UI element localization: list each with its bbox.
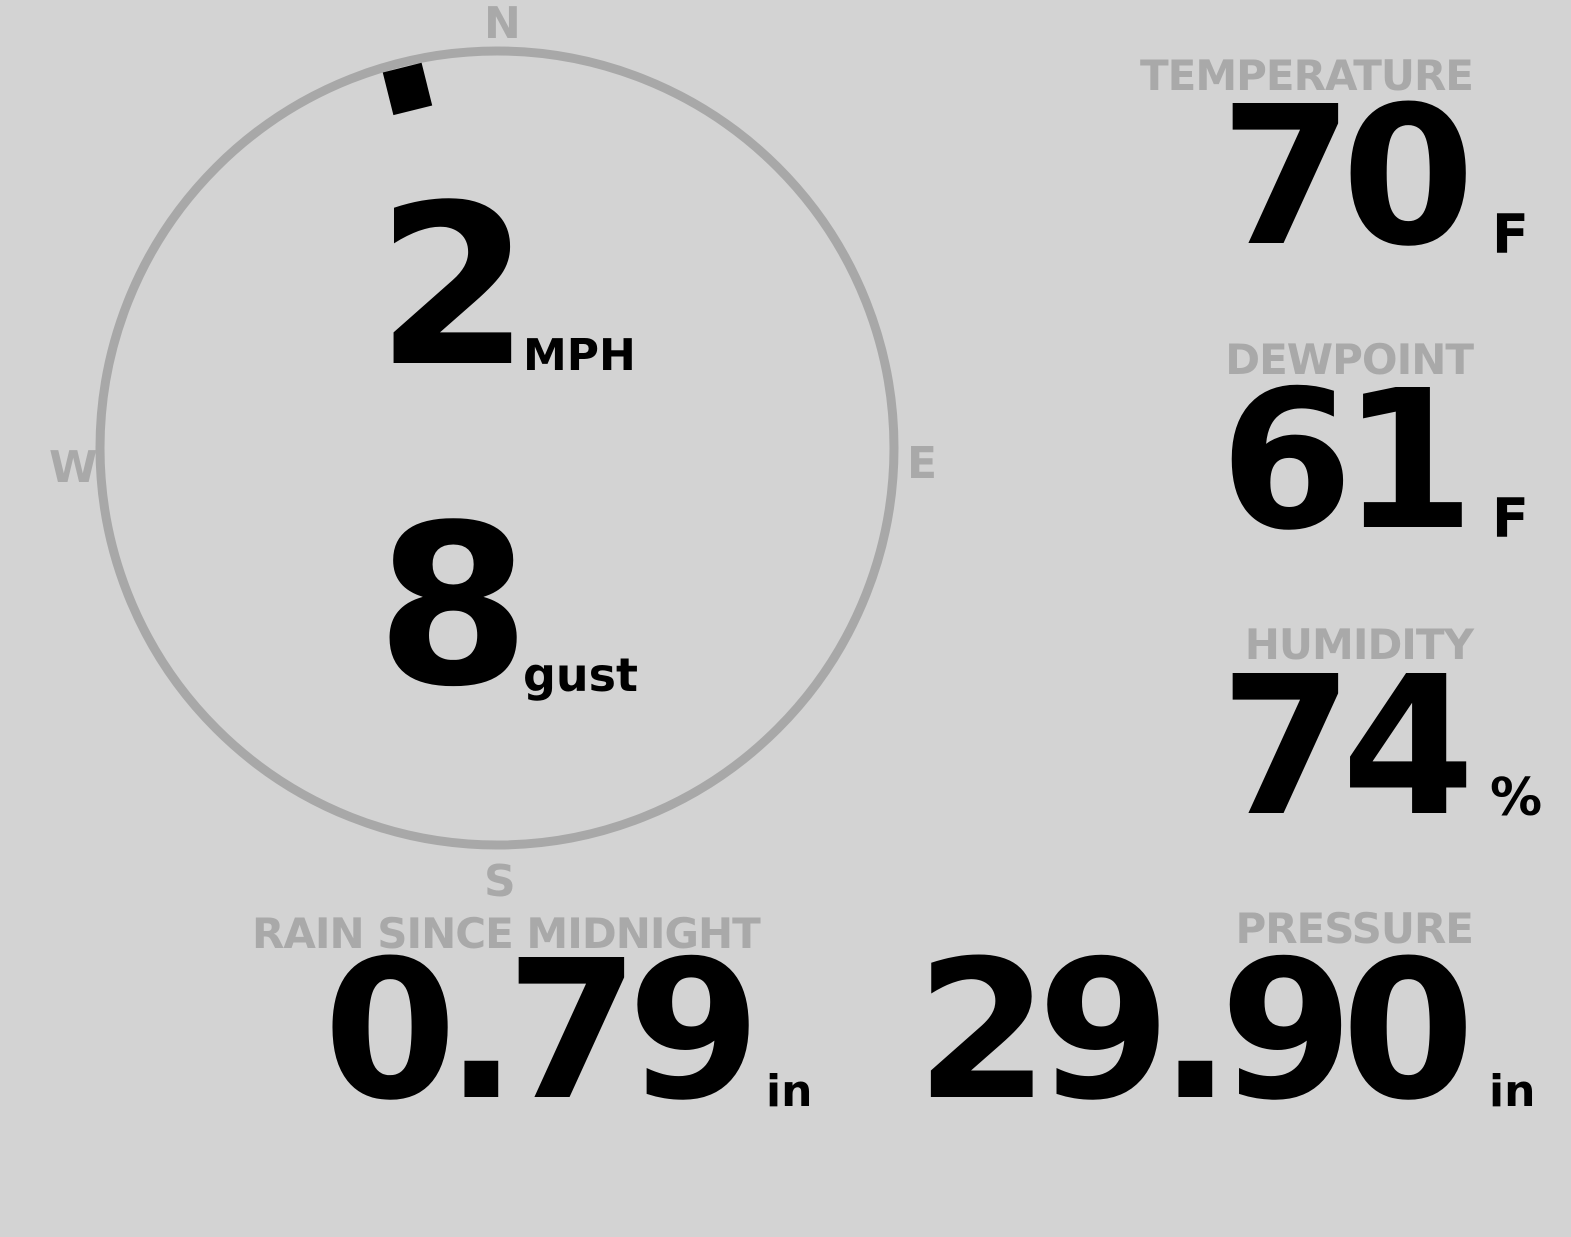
dewpoint-unit: F (1492, 487, 1529, 550)
temperature-unit: F (1492, 203, 1529, 266)
wind-gust-value: 8 (376, 478, 531, 736)
wind-speed-value: 2 (376, 158, 531, 416)
compass-east-label: E (907, 438, 938, 489)
pressure-unit: in (1489, 1066, 1536, 1117)
humidity-unit: % (1490, 768, 1543, 828)
compass-south-label: S (484, 856, 516, 907)
rain-value: 0.79 (323, 920, 761, 1143)
humidity-value: 74 (1219, 636, 1475, 859)
humidity-label: HUMIDITY (1244, 620, 1474, 669)
rain-unit: in (766, 1066, 813, 1117)
wind-speed-unit: MPH (523, 330, 636, 381)
wind-gust-label: gust (523, 648, 639, 702)
dewpoint-value: 61 (1219, 350, 1475, 573)
pressure-value: 29.90 (915, 920, 1475, 1143)
compass-west-label: W (49, 442, 98, 493)
pressure-label: PRESSURE (1235, 904, 1474, 953)
wind-direction-marker (382, 62, 433, 116)
temperature-label: TEMPERATURE (1140, 51, 1474, 100)
dewpoint-label: DEWPOINT (1225, 335, 1474, 384)
compass-north-label: N (484, 0, 521, 49)
rain-label: RAIN SINCE MIDNIGHT (252, 909, 761, 958)
compass-ring (95, 46, 899, 850)
temperature-value: 70 (1219, 66, 1475, 289)
